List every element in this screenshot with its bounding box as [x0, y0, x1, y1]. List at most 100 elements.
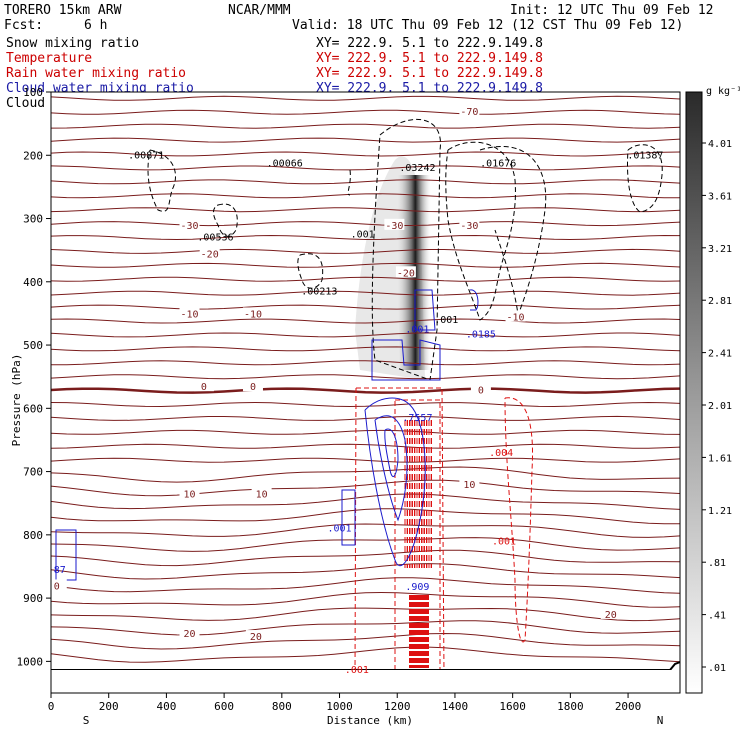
temperature-label-bg [251, 487, 272, 499]
maximum-label: .00213 [301, 286, 337, 297]
temperature-label-bg [505, 310, 526, 322]
temperature-isotherm [51, 193, 680, 199]
temperature-label-bg [459, 478, 480, 490]
temperature-label: -20 [201, 249, 219, 260]
y-axis: 100 200 300 400 500 600 700 800 900 1000 [17, 86, 51, 668]
temperature-label-bg [395, 266, 416, 278]
temperature-isotherm [51, 429, 680, 435]
colorbar-tick-label: 2.01 [708, 401, 732, 412]
maximum-label: .00536 [197, 233, 233, 244]
colorbar-tick-label: 2.81 [708, 296, 732, 307]
y-tick-label: 900 [23, 592, 43, 605]
temperature-isotherm [51, 137, 680, 143]
x-tick-label: 0 [48, 700, 55, 713]
temperature-isotherm [51, 443, 680, 449]
x-axis: 0 200 400 600 800 1000 1200 1400 1600 1800 2000 [48, 693, 642, 713]
cloud-water-contours [55, 289, 479, 581]
temperature-label: 0 [201, 382, 207, 393]
temperature-label: -30 [385, 221, 403, 232]
maximum-label: .7557 [402, 413, 432, 424]
temperature-label: 0 [478, 385, 484, 396]
temperature-label-bg [459, 218, 480, 230]
temperature-isotherm [51, 493, 680, 510]
temperature-isotherm [51, 151, 680, 157]
x-end-left: S [83, 714, 90, 727]
temperature-isotherm [51, 374, 680, 380]
colorbar-tick-label: 1.21 [708, 506, 732, 517]
temperature-label-bg [199, 247, 220, 259]
maximum-label: .001 [327, 524, 351, 535]
below-ground [51, 670, 680, 693]
temperature-isotherm [51, 591, 680, 608]
temperature-isotherm [51, 620, 680, 636]
x-tick-label: 1600 [499, 700, 526, 713]
temperature-label: 10 [463, 480, 475, 491]
maximum-label: .004 [489, 448, 513, 459]
temperature-label: 20 [250, 632, 262, 643]
legend-item: Snow mixing ratio [6, 36, 139, 51]
colorbar-tick-label: 4.01 [708, 139, 732, 150]
temperature-label: 10 [256, 490, 268, 501]
temperature-isotherm [51, 479, 680, 497]
colorbar-tick-label: 1.61 [708, 453, 732, 464]
maximum-label: .001 [492, 536, 516, 547]
fcst-value: 6 h [84, 18, 107, 33]
temperature-isotherm [51, 563, 680, 580]
x-tick-label: 2000 [615, 700, 642, 713]
colorbar-tick-label: .01 [708, 663, 726, 674]
y-axis-label: Pressure (hPa) [10, 354, 23, 447]
maximum-label: .87 [48, 565, 66, 576]
temperature-label-bg [179, 307, 200, 319]
temperature-label: -70 [460, 107, 478, 118]
temperature-label: -10 [507, 313, 525, 324]
x-tick-label: 600 [214, 700, 234, 713]
x-tick-label: 1800 [557, 700, 584, 713]
temperature-label: -30 [460, 221, 478, 232]
temperature-label-bg [459, 104, 480, 116]
model-title: TORERO 15km ARW [4, 3, 122, 18]
temperature-isotherm [51, 165, 680, 171]
temperature-isotherm [51, 549, 680, 567]
init-time: Init: 12 UTC Thu 09 Feb 12 [510, 3, 714, 18]
temperature-label: -10 [244, 309, 262, 320]
plot-frame [50, 91, 681, 694]
x-tick-label: 200 [99, 700, 119, 713]
x-tick-label: 1400 [442, 700, 469, 713]
temperature-label: -20 [397, 268, 415, 279]
maximum-label: .01676 [480, 159, 516, 170]
y-tick-label: 600 [23, 402, 43, 415]
temperature-label-bg [51, 579, 67, 591]
temperature-isotherm [51, 346, 680, 352]
cloud-ice-contours [147, 119, 663, 381]
colorbar-unit: g kg⁻¹ [706, 86, 740, 97]
maximum-label: .001 [345, 665, 369, 676]
colorbar-tick-label: 3.21 [708, 244, 732, 255]
maximum-label: .001 [405, 324, 429, 335]
colorbar [685, 91, 703, 694]
temperature-isotherm [51, 234, 680, 241]
colorbar-tick-label: 2.41 [708, 349, 732, 360]
temperature-isotherm [51, 221, 680, 227]
maximum-label: .001 [434, 315, 458, 326]
colorbar-tick-label: .41 [708, 611, 726, 622]
temperature-isotherm [51, 387, 680, 394]
temperature-isotherm [51, 248, 680, 254]
temperature-isotherm [51, 123, 680, 129]
legend-item: Temperature [6, 51, 92, 66]
temperature-isotherm [51, 109, 680, 115]
temperature-label-bg [242, 380, 263, 392]
temperature-label: 20 [605, 610, 617, 621]
y-tick-label: 700 [23, 466, 43, 479]
y-tick-label: 200 [23, 149, 43, 162]
temperature-label-bg [193, 380, 214, 392]
x-axis-label: Distance (km) [327, 714, 413, 727]
temperature-isotherm [51, 401, 680, 408]
temperature-label-bg [245, 630, 266, 642]
x-tick-label: 1000 [326, 700, 353, 713]
temperature-label-bg [242, 307, 263, 319]
temperature-label: 20 [183, 629, 195, 640]
temperature-isotherm [51, 304, 680, 310]
temperature-isotherm [51, 508, 680, 525]
temperature-isotherm [51, 290, 680, 296]
